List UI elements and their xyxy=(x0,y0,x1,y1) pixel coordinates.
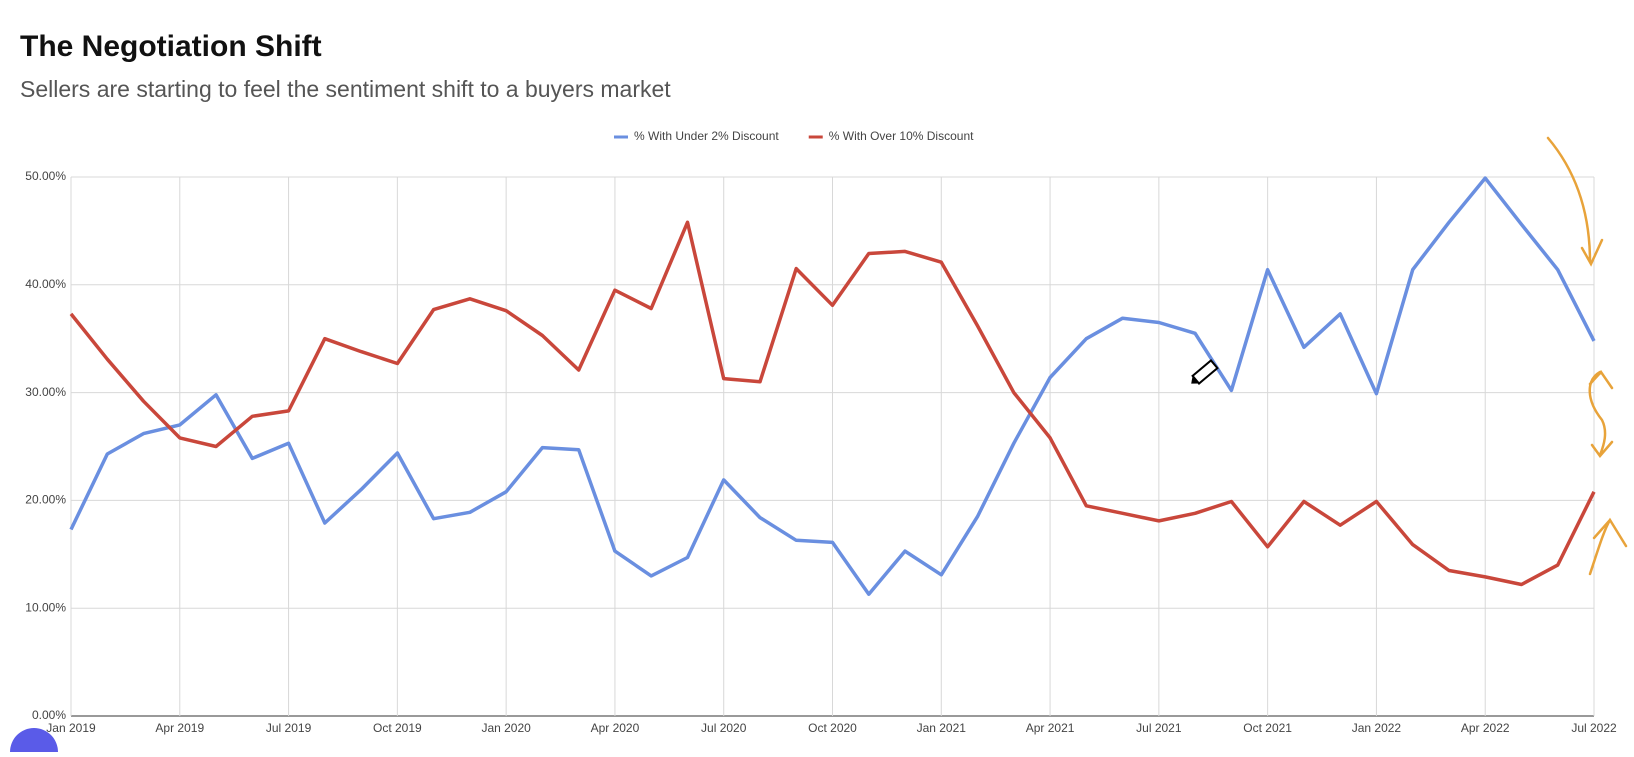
chart-title: The Negotiation Shift xyxy=(20,30,322,63)
avatar-circle xyxy=(10,728,58,757)
y-tick-label: 30.00% xyxy=(25,385,66,399)
x-tick-label: Oct 2019 xyxy=(373,721,422,735)
cursor-tip xyxy=(1191,375,1200,384)
y-tick-label: 40.00% xyxy=(25,277,66,291)
y-tick-label: 50.00% xyxy=(25,169,66,183)
annotation-arrows xyxy=(1546,136,1628,576)
x-tick-label: Apr 2021 xyxy=(1026,721,1075,735)
arrow-both xyxy=(1588,369,1614,459)
series-line xyxy=(69,220,1596,587)
chart-subtitle: Sellers are starting to feel the sentime… xyxy=(20,76,671,102)
x-tick-label: Oct 2021 xyxy=(1243,721,1292,735)
arrow-down xyxy=(1546,136,1604,267)
cursor-icon xyxy=(1191,359,1219,385)
y-tick-label: 10.00% xyxy=(25,600,66,614)
x-tick-label: Apr 2019 xyxy=(155,721,204,735)
legend-label: % With Over 10% Discount xyxy=(829,129,974,143)
x-tick-label: Apr 2022 xyxy=(1461,721,1510,735)
x-tick-label: Jan 2022 xyxy=(1352,721,1402,735)
x-tick-label: Jul 2021 xyxy=(1136,721,1182,735)
x-tick-label: Jan 2021 xyxy=(917,721,967,735)
lines xyxy=(69,176,1596,596)
series-line xyxy=(69,176,1596,596)
legend-label: % With Under 2% Discount xyxy=(634,129,779,143)
y-tick-label: 0.00% xyxy=(32,708,66,722)
x-tick-label: Apr 2020 xyxy=(591,721,640,735)
y-tick-label: 20.00% xyxy=(25,493,66,507)
x-tick-label: Jan 2020 xyxy=(481,721,531,735)
arrow-up xyxy=(1588,517,1628,576)
x-tick-label: Jan 2019 xyxy=(46,721,96,735)
x-tick-label: Oct 2020 xyxy=(808,721,857,735)
x-tick-label: Jul 2019 xyxy=(266,721,312,735)
cursor-body xyxy=(1191,359,1219,385)
x-tick-label: Jul 2020 xyxy=(701,721,747,735)
legend: % With Under 2% Discount % With Over 10% … xyxy=(614,129,974,143)
grid: 0.00% 10.00% 20.00% 30.00% 40.00% 50.00% Jan 2… xyxy=(25,169,1617,735)
x-tick-label: Jul 2022 xyxy=(1571,721,1617,735)
